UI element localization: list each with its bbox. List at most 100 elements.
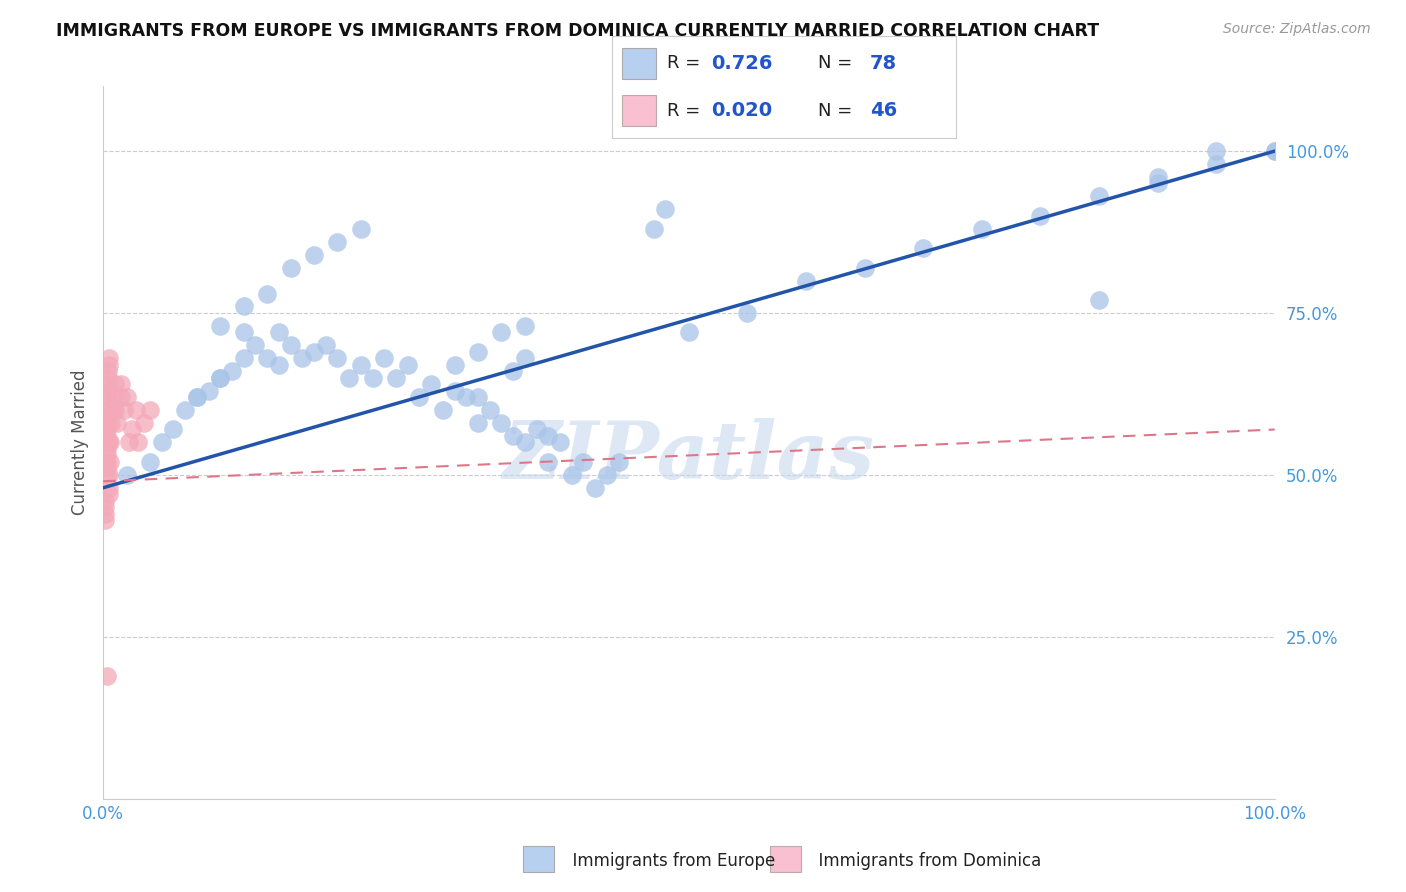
Point (139, 455, 162, 469)
Text: 46: 46 (870, 101, 897, 120)
Point (1264, 144, 1286, 158)
Point (561, 467, 583, 482)
Point (98, 435, 121, 450)
Text: Source: ZipAtlas.com: Source: ZipAtlas.com (1223, 22, 1371, 37)
Point (97, 384, 120, 398)
Point (1205, 144, 1227, 158)
Point (98, 455, 121, 469)
Point (443, 384, 465, 398)
Point (396, 358, 419, 372)
Point (98, 435, 121, 450)
Text: Immigrants from Dominica: Immigrants from Dominica (808, 852, 1042, 870)
Point (98, 487, 121, 501)
Point (98, 351, 121, 366)
Point (139, 403, 162, 417)
Point (101, 403, 124, 417)
Point (1146, 177, 1168, 191)
Text: ZIPatlas: ZIPatlas (503, 418, 875, 495)
Point (373, 351, 395, 366)
Point (326, 235, 349, 249)
Point (96, 467, 118, 482)
Point (186, 390, 208, 404)
Point (537, 455, 560, 469)
Point (607, 455, 630, 469)
Point (1205, 157, 1227, 171)
Point (491, 326, 513, 340)
Point (478, 403, 501, 417)
Point (256, 286, 278, 301)
Point (302, 248, 325, 262)
Point (385, 370, 408, 384)
Point (100, 416, 122, 430)
Point (197, 384, 219, 398)
Point (232, 326, 254, 340)
Point (361, 370, 384, 384)
Point (115, 390, 138, 404)
Point (794, 274, 817, 288)
Text: R =: R = (666, 54, 706, 72)
Point (572, 455, 595, 469)
Point (97, 377, 120, 392)
Point (96, 396, 118, 410)
Point (94, 513, 117, 527)
Point (970, 221, 993, 235)
Point (103, 390, 125, 404)
Point (350, 221, 373, 235)
Point (94, 500, 117, 515)
Point (115, 467, 138, 482)
Point (96, 455, 118, 469)
Point (110, 390, 132, 404)
Point (98, 358, 121, 372)
Text: R =: R = (666, 102, 706, 120)
Point (209, 370, 232, 384)
Point (162, 423, 184, 437)
Point (467, 416, 489, 430)
Point (118, 435, 141, 450)
Point (491, 416, 513, 430)
Point (643, 221, 665, 235)
Point (302, 344, 325, 359)
Point (97, 370, 120, 384)
Point (256, 351, 278, 366)
Point (456, 390, 478, 404)
Point (97, 364, 120, 378)
Point (125, 403, 148, 417)
Point (513, 351, 536, 366)
Point (94, 493, 117, 508)
Text: N =: N = (818, 54, 858, 72)
Point (280, 338, 302, 352)
Point (583, 481, 606, 495)
Point (96, 429, 118, 443)
Point (502, 429, 524, 443)
Point (96, 435, 118, 450)
Point (245, 338, 267, 352)
Point (267, 358, 290, 372)
Point (467, 390, 489, 404)
Point (96, 449, 118, 463)
Point (96, 461, 118, 475)
Point (174, 403, 197, 417)
Point (1264, 144, 1286, 158)
Point (280, 260, 302, 275)
Point (134, 416, 156, 430)
Point (267, 326, 290, 340)
Point (467, 344, 489, 359)
Point (110, 377, 132, 392)
Point (232, 300, 254, 314)
Point (513, 435, 536, 450)
Point (337, 370, 360, 384)
Text: 0.726: 0.726 (711, 54, 773, 73)
Text: 0.020: 0.020 (711, 101, 773, 120)
Point (96, 403, 118, 417)
Point (112, 403, 135, 417)
Point (678, 326, 700, 340)
Point (96, 668, 118, 682)
Point (432, 403, 454, 417)
Point (96, 390, 118, 404)
Point (221, 364, 243, 378)
Point (912, 241, 935, 255)
Bar (621, 48, 657, 78)
Point (127, 435, 149, 450)
Point (98, 467, 121, 482)
Point (654, 202, 676, 217)
